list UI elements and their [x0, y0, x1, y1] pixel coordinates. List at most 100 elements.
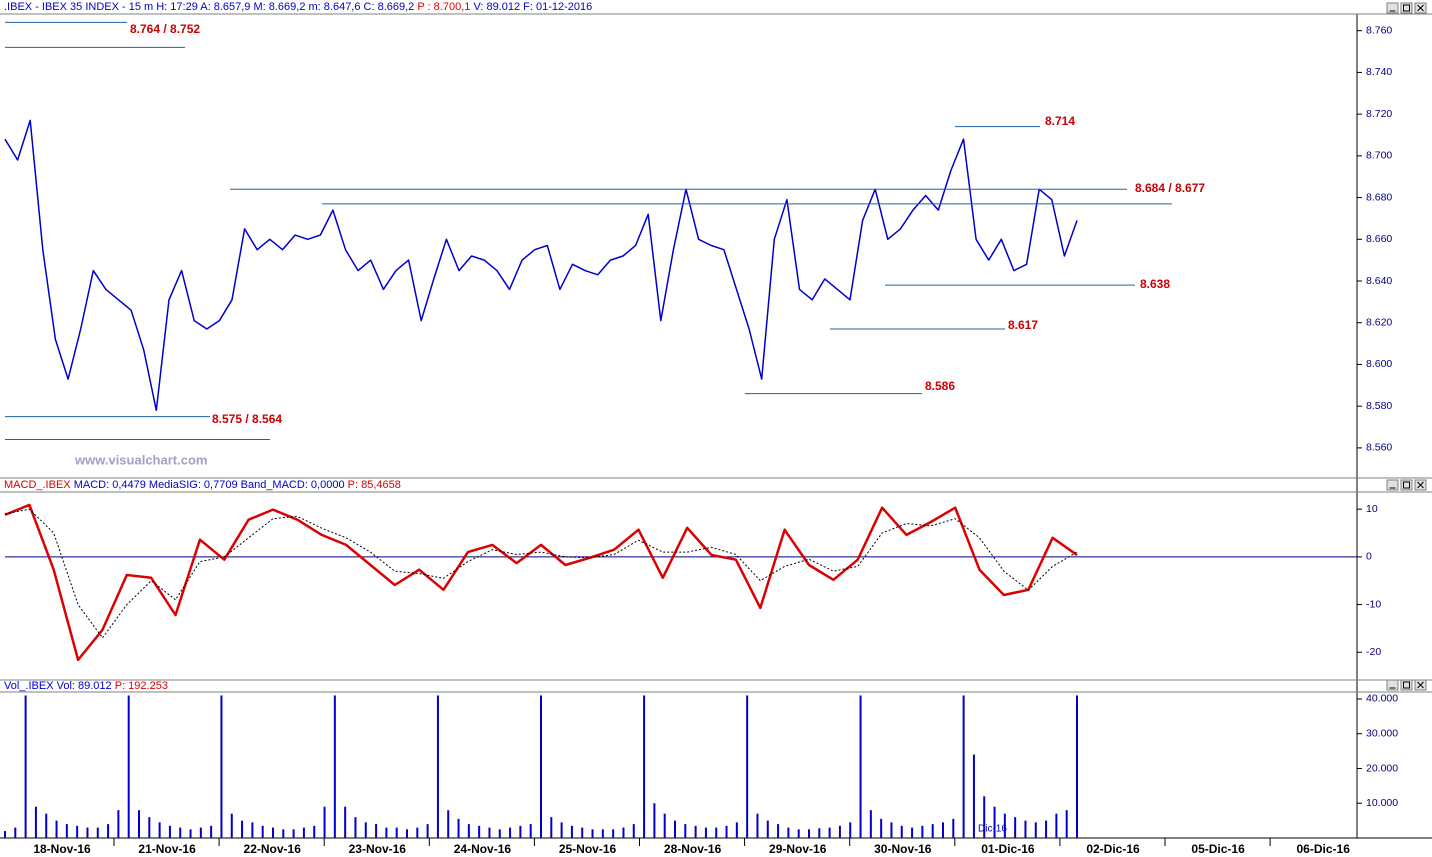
x-tick-label: 18-Nov-16	[33, 842, 91, 856]
y-tick-label: 8.620	[1366, 317, 1392, 329]
volume-bar	[107, 824, 110, 838]
volume-bar	[385, 827, 388, 838]
x-tick-label: 02-Dic-16	[1086, 842, 1140, 856]
level-label: 8.714	[1045, 114, 1075, 128]
y-tick-label: 8.740	[1366, 66, 1392, 78]
y-tick-label: -10	[1366, 598, 1381, 610]
volume-bar	[1034, 822, 1037, 838]
y-tick-label: 8.580	[1366, 400, 1392, 412]
volume-bar	[14, 827, 17, 838]
volume-bar	[684, 824, 687, 838]
volume-bar	[117, 810, 120, 838]
price-info: H: 17:29 A: 8.657,9 M: 8.669,2 m: 8.647,…	[156, 1, 414, 13]
volume-bar	[849, 822, 852, 838]
volume-bar	[416, 827, 419, 838]
header: Vol_.IBEX Vol: 89.012 P: 192.253	[4, 680, 168, 692]
volume-bar	[179, 827, 182, 838]
volume-bar	[808, 829, 810, 838]
window-button-icon	[1417, 481, 1424, 489]
volume-bar	[643, 695, 646, 838]
x-tick-label: 23-Nov-16	[349, 842, 407, 856]
volume-bar	[1065, 810, 1068, 838]
volume-bar	[4, 831, 6, 838]
header: MACD_.IBEX MACD: 0,4479 MediaSIG: 0,7709…	[4, 479, 401, 491]
volume-bar	[230, 813, 233, 838]
volume-note: Dic-16	[978, 824, 1007, 835]
x-tick-label: 06-Dic-16	[1297, 842, 1351, 856]
x-tick-label: 28-Nov-16	[664, 842, 722, 856]
volume-bar	[818, 828, 821, 838]
y-tick-label: 8.760	[1366, 24, 1392, 36]
level-label: 8.617	[1008, 318, 1038, 332]
volume-bar	[148, 817, 151, 838]
volume-bar	[921, 825, 924, 838]
volume-bar	[735, 822, 738, 838]
volume-bar	[323, 806, 326, 838]
volume-bar	[694, 825, 697, 838]
volume-bar	[251, 822, 254, 838]
volume-bar	[828, 827, 831, 838]
price-info-end: V: 89.012 F: 01-12-2016	[473, 1, 592, 13]
y-tick-label: -20	[1366, 646, 1381, 658]
volume-bar	[282, 829, 285, 838]
volume-bar	[436, 695, 439, 838]
volume-bar	[632, 824, 635, 838]
volume-bar	[24, 695, 27, 838]
volume-bar	[1014, 817, 1017, 838]
data-line	[4, 503, 1078, 662]
window-button-icon	[1403, 481, 1410, 489]
y-tick-label: 10	[1366, 503, 1378, 515]
volume-bar	[725, 825, 728, 838]
window-button	[1400, 679, 1413, 691]
y-tick-label: 20.000	[1366, 762, 1398, 774]
volume-bar	[488, 827, 491, 838]
volume-bar	[467, 824, 470, 838]
y-tick-label: 8.560	[1366, 442, 1392, 454]
x-tick-label: 25-Nov-16	[559, 842, 617, 856]
volume-bar	[529, 824, 532, 838]
level-label: 8.638	[1140, 277, 1170, 291]
volume-bar	[952, 818, 955, 838]
volume-bar	[560, 822, 563, 838]
y-tick-label: 8.640	[1366, 275, 1392, 287]
volume-bar	[302, 827, 305, 838]
data-line	[4, 119, 1078, 412]
x-tick-label: 21-Nov-16	[138, 842, 196, 856]
x-tick-label: 22-Nov-16	[244, 842, 302, 856]
volume-bar	[787, 827, 790, 838]
volume-bar	[993, 806, 996, 838]
x-tick-label: 01-Dic-16	[981, 842, 1035, 856]
volume-bar	[663, 813, 666, 838]
volume-bar	[900, 825, 903, 838]
volume-bar	[478, 825, 481, 838]
volume-bar	[880, 818, 883, 838]
window-button	[1386, 2, 1399, 14]
data-line	[4, 508, 1078, 639]
volume-bar	[364, 822, 367, 838]
volume-bar	[189, 829, 192, 838]
volume-bar	[86, 827, 89, 838]
volume-bar	[581, 827, 584, 838]
volume-bar	[158, 822, 161, 838]
y-tick-label: 8.720	[1366, 108, 1392, 120]
volume-bar	[519, 825, 522, 838]
volume-bar	[601, 829, 604, 838]
level-label: 8.684 / 8.677	[1135, 181, 1205, 195]
volume-bar	[395, 827, 398, 838]
volume-bar	[591, 829, 594, 838]
macd-title: MACD_.IBEX	[4, 479, 71, 491]
x-tick-label: 29-Nov-16	[769, 842, 827, 856]
volume-bar	[199, 827, 202, 838]
vol-title: Vol_.IBEX	[4, 680, 54, 692]
volume-bar	[869, 810, 872, 838]
volume-bar	[931, 824, 934, 838]
volume-bar	[292, 829, 295, 838]
level-label: 8.575 / 8.564	[212, 412, 282, 426]
volume-bar	[220, 695, 223, 838]
volume-bar	[777, 824, 780, 838]
window-button-icon	[1417, 681, 1424, 689]
volume-bar	[55, 820, 58, 838]
volume-bar	[498, 829, 501, 838]
volume-bar	[797, 829, 800, 838]
